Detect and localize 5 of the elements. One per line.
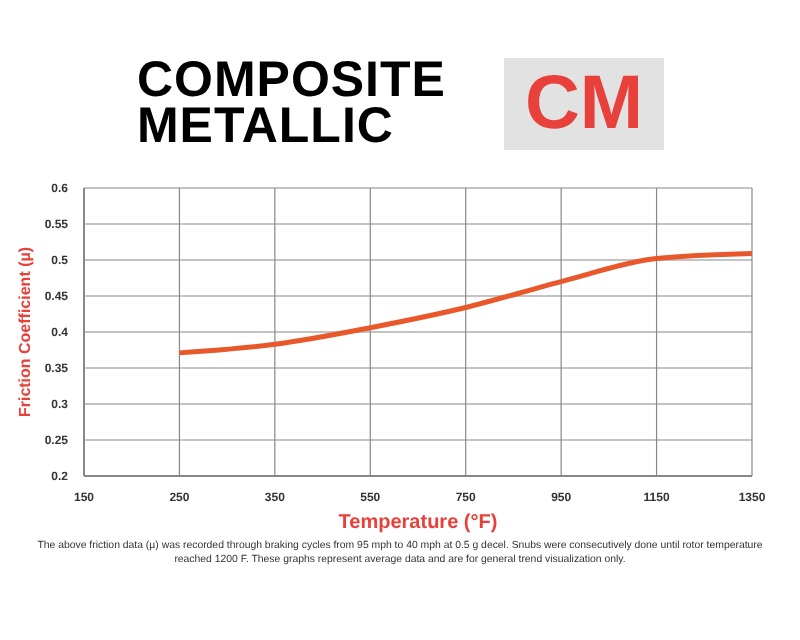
- chart-title: COMPOSITE METALLIC: [136, 52, 448, 154]
- x-axis-title: Temperature (°F): [338, 512, 498, 534]
- line-series: [176, 251, 752, 356]
- y-axis-title: Friction Coefficient (µ): [15, 246, 34, 418]
- chart-subtitle: CM: [504, 58, 664, 150]
